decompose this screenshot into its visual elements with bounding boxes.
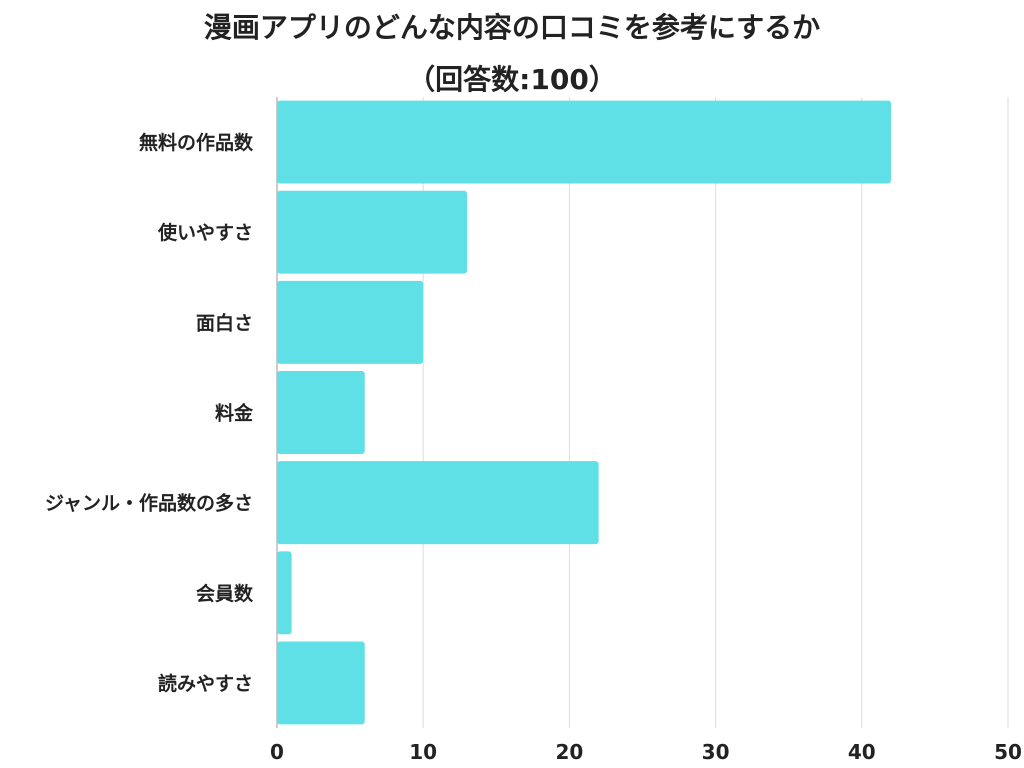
category-label: 面白さ <box>196 311 253 334</box>
bar <box>277 551 292 635</box>
tick-labels: 0 10 20 30 40 50 <box>270 740 1022 764</box>
chart-title: 漫画アプリのどんな内容の口コミを参考にするか <box>203 11 821 44</box>
bar <box>277 371 365 454</box>
category-label: 使いやすさ <box>157 222 253 244</box>
bar <box>277 190 468 274</box>
x-tick-label: 30 <box>702 740 730 764</box>
x-tick-label: 10 <box>409 740 437 764</box>
x-tick-label: 40 <box>848 740 876 764</box>
bars <box>277 100 892 725</box>
category-label: 会員数 <box>196 582 254 605</box>
bar <box>277 641 365 725</box>
category-label: 読みやすさ <box>158 672 253 695</box>
bar <box>277 280 424 364</box>
category-label: ジャンル・作品数の多さ <box>45 492 253 515</box>
bar <box>277 461 599 545</box>
x-tick-label: 50 <box>994 740 1022 764</box>
x-tick-label: 20 <box>555 740 583 764</box>
category-label: 無料の作品数 <box>139 131 254 154</box>
grid-lines <box>422 97 1009 728</box>
chart-subtitle: （回答数:100） <box>407 63 617 96</box>
bar <box>277 100 892 184</box>
category-label: 料金 <box>215 402 254 425</box>
x-tick-label: 0 <box>270 740 284 764</box>
